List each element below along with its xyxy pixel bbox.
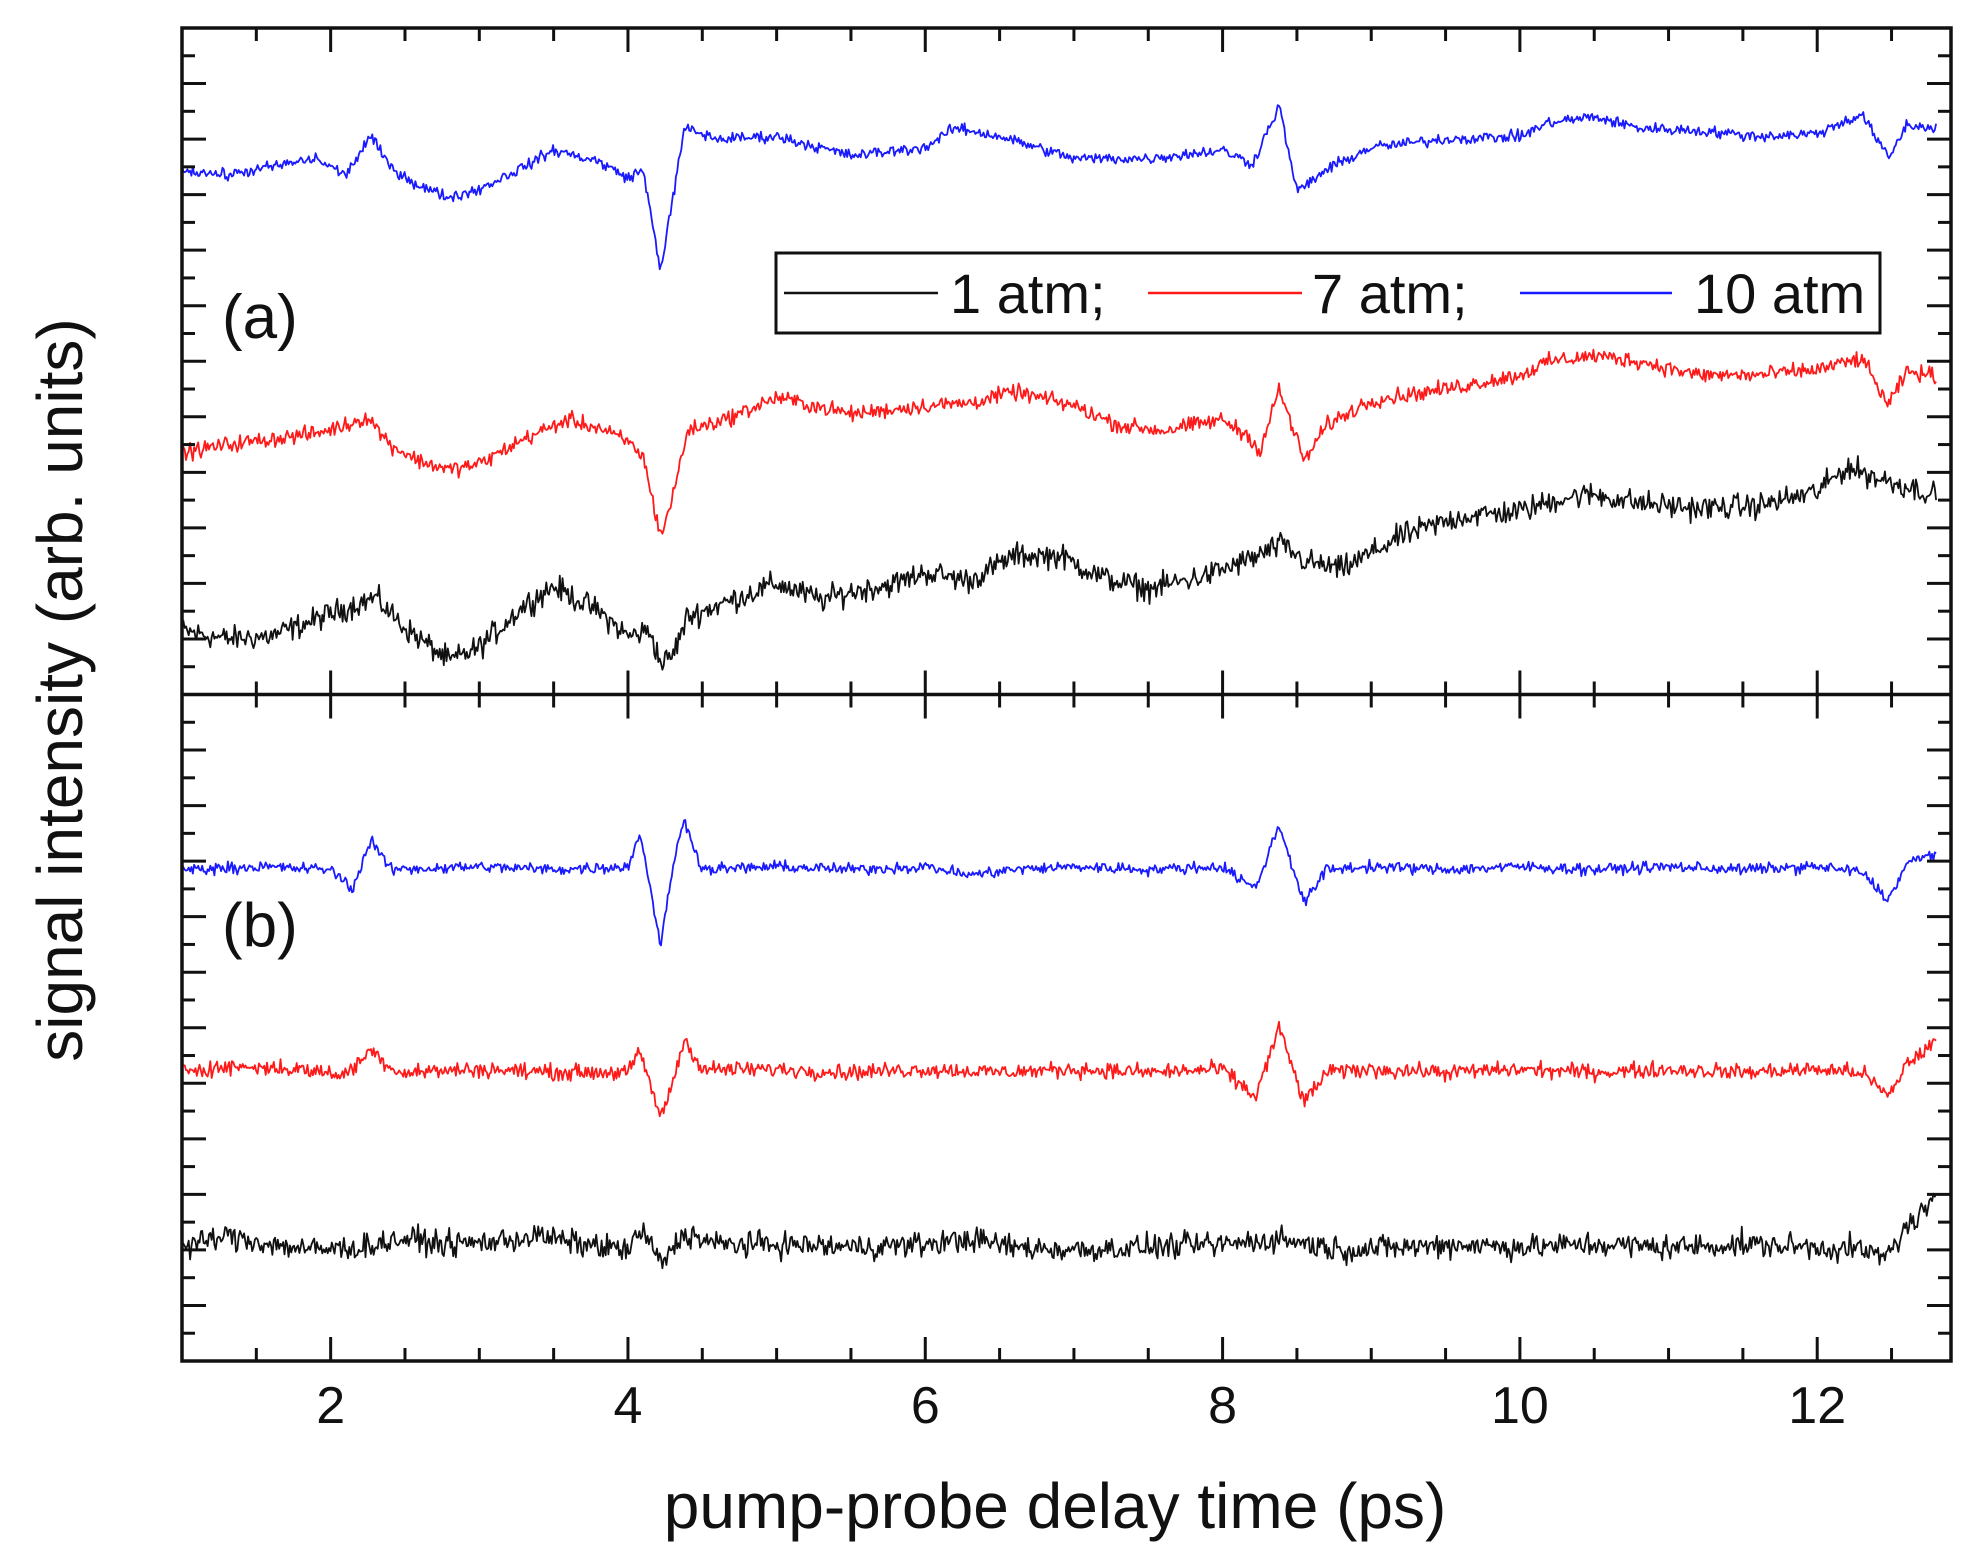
labels-layer: (a) (b) 2 4 6 8 10 12 <box>222 283 1846 1435</box>
series-layer <box>181 104 1937 1270</box>
x-tick-label: 8 <box>1208 1377 1237 1435</box>
x-tick-label: 4 <box>614 1377 643 1435</box>
legend-label-10-atm: 10 atm <box>1694 262 1865 325</box>
legend: 1 atm; 7 atm; 10 atm <box>774 251 1882 335</box>
series-line-b-10-atm <box>181 819 1937 947</box>
x-axis-title: pump-probe delay time (ps) <box>664 1470 1447 1542</box>
x-tick-label: 12 <box>1788 1377 1846 1435</box>
legend-box <box>774 251 1882 335</box>
frame-layer <box>180 26 1953 1363</box>
legend-label-7-atm: 7 atm; <box>1312 262 1468 325</box>
y-axis-title: signal intensity (arb. units) <box>24 318 96 1061</box>
panel-label-b: (b) <box>222 892 298 961</box>
x-tick-label: 6 <box>911 1377 940 1435</box>
ticks-layer <box>182 28 1951 1361</box>
panel-label-a: (a) <box>222 283 298 352</box>
series-line-a-7-atm <box>181 348 1937 535</box>
x-tick-label: 10 <box>1491 1377 1549 1435</box>
series-line-b-1-atm <box>181 1192 1937 1270</box>
legend-label-1-atm: 1 atm; <box>950 262 1106 325</box>
series-line-b-7-atm <box>181 1020 1937 1118</box>
x-tick-label: 2 <box>316 1377 345 1435</box>
series-line-a-10-atm <box>181 104 1937 271</box>
series-line-a-1-atm <box>181 455 1937 671</box>
